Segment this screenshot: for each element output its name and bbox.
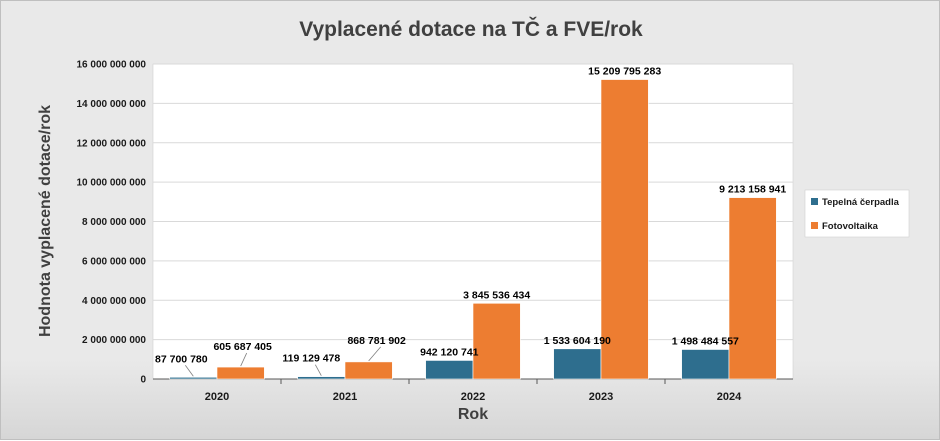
- legend-swatch-series-0: [811, 198, 818, 205]
- bar-tepelna-cerpadla-2022[interactable]: [425, 360, 474, 380]
- bar-fotovoltaika-2020[interactable]: [216, 366, 265, 380]
- bars: [169, 79, 777, 380]
- bar-tepelna-cerpadla-2020[interactable]: [169, 376, 218, 380]
- y-tick-label: 0: [140, 375, 146, 386]
- legend-swatch-series-1: [811, 222, 818, 229]
- data-label-leader: [314, 364, 322, 376]
- bar-fotovoltaika-2021[interactable]: [344, 361, 393, 380]
- legend[interactable]: Tepelná čerpadla Fotovoltaika: [804, 189, 910, 238]
- y-tick-label: 12 000 000 000: [76, 138, 146, 149]
- data-label: 1 498 484 557: [672, 335, 739, 347]
- data-label: 1 533 604 190: [544, 335, 611, 347]
- bar-fotovoltaika-2023[interactable]: [600, 79, 649, 380]
- bar-fotovoltaika-2022[interactable]: [472, 302, 521, 380]
- x-tick-label: 2022: [461, 391, 485, 403]
- legend-box: [804, 189, 910, 238]
- bar-tepelna-cerpadla-2023[interactable]: [553, 348, 602, 380]
- x-tick-label: 2021: [333, 391, 357, 403]
- y-tick-label: 14 000 000 000: [76, 99, 146, 110]
- bar-fotovoltaika-2024[interactable]: [728, 197, 777, 380]
- x-tick-label: 2024: [717, 391, 742, 403]
- bar-tepelna-cerpadla-2021[interactable]: [297, 376, 346, 380]
- y-tick-label: 10 000 000 000: [76, 178, 146, 189]
- x-axis-label: Rok: [458, 406, 488, 423]
- data-label: 15 209 795 283: [588, 66, 661, 78]
- data-label: 87 700 780: [155, 353, 208, 365]
- y-axis-label: Hodnota vyplacené dotace/rok: [37, 105, 54, 337]
- x-tick-label: 2020: [205, 391, 229, 403]
- x-axis-ticks: 2020 2021 2022 2023 2024: [205, 379, 742, 403]
- y-tick-label: 2 000 000 000: [82, 335, 146, 346]
- y-tick-label: 8 000 000 000: [82, 217, 146, 228]
- data-label-leader: [240, 352, 248, 367]
- x-tick-label: 2023: [589, 391, 613, 403]
- y-axis-ticks: 0 2 000 000 000 4 000 000 000 6 000 000 000…: [76, 60, 146, 386]
- data-label-leader: [184, 365, 194, 377]
- y-tick-label: 4 000 000 000: [82, 296, 146, 307]
- data-label: 942 120 741: [420, 346, 479, 358]
- y-tick-label: 16 000 000 000: [76, 60, 146, 71]
- data-label: 9 213 158 941: [719, 184, 786, 196]
- legend-label-series-0: Tepelná čerpadla: [822, 197, 900, 208]
- legend-label-series-1: Fotovoltaika: [822, 221, 879, 232]
- chart-title: Vyplacené dotace na TČ a FVE/rok: [299, 17, 643, 41]
- data-label-leader: [368, 346, 381, 362]
- data-labels: 87 700 780 605 687 405 119 129 478 868 781 …: [155, 66, 786, 377]
- data-label: 868 781 902: [347, 335, 406, 347]
- data-label: 605 687 405: [213, 341, 272, 353]
- y-tick-label: 6 000 000 000: [82, 256, 146, 267]
- bar-tepelna-cerpadla-2024[interactable]: [681, 349, 730, 380]
- data-label: 119 129 478: [282, 353, 340, 365]
- data-label: 3 845 536 434: [463, 289, 530, 301]
